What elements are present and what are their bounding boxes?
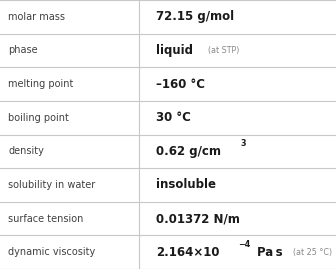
Text: dynamic viscosity: dynamic viscosity [8,247,96,257]
Text: –160 °C: –160 °C [156,77,205,91]
Text: phase: phase [8,45,38,55]
Text: surface tension: surface tension [8,214,84,224]
Text: −4: −4 [238,240,250,249]
Text: liquid: liquid [156,44,193,57]
Text: molar mass: molar mass [8,12,66,22]
Text: (at STP): (at STP) [208,46,239,55]
Text: 2.164×10: 2.164×10 [156,246,220,259]
Text: melting point: melting point [8,79,74,89]
Text: 0.01372 N/m: 0.01372 N/m [156,212,240,225]
Text: density: density [8,146,44,156]
Text: 3: 3 [240,139,246,148]
Text: boiling point: boiling point [8,113,69,123]
Text: 30 °C: 30 °C [156,111,191,124]
Text: Pa s: Pa s [257,246,282,259]
Text: insoluble: insoluble [156,178,216,192]
Text: (at 25 °C): (at 25 °C) [293,248,332,257]
Text: 0.62 g/cm: 0.62 g/cm [156,145,221,158]
Text: solubility in water: solubility in water [8,180,96,190]
Text: 72.15 g/mol: 72.15 g/mol [156,10,235,23]
